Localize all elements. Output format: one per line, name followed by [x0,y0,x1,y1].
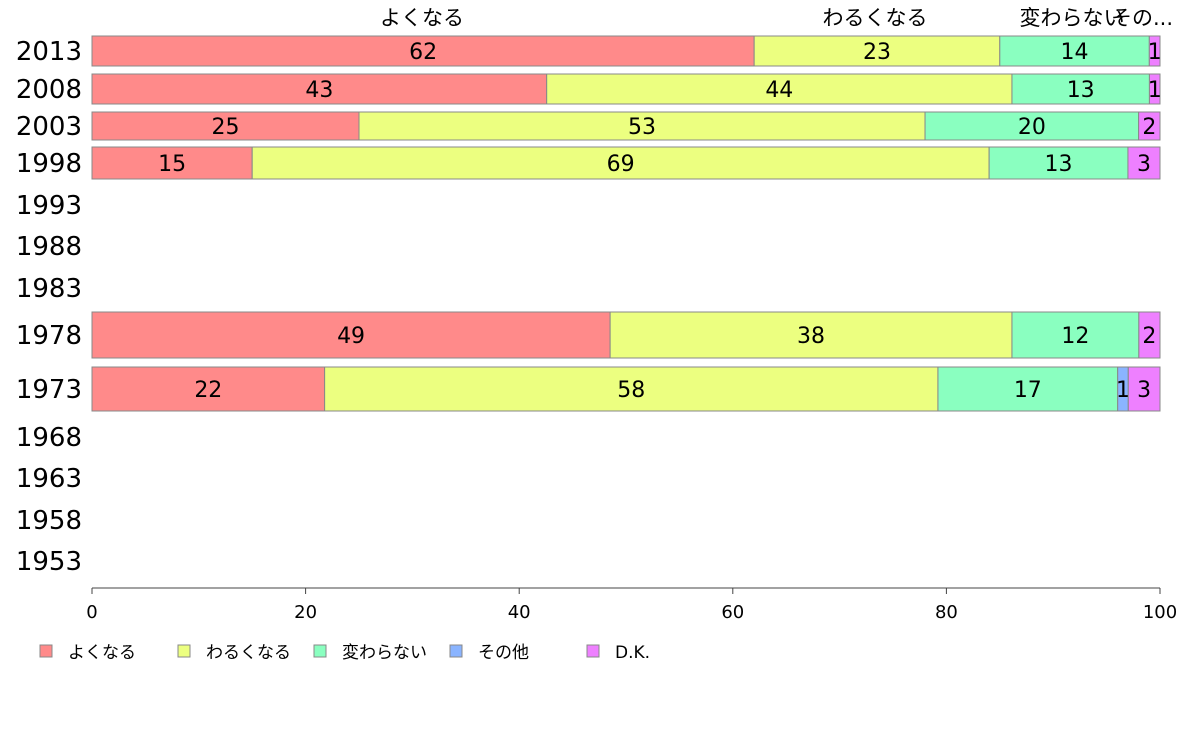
data-label: 17 [1014,378,1042,403]
bar-segment [1011,311,1140,359]
bar-segment [1138,111,1161,141]
top-series-label: 変わらない [1020,6,1125,30]
bar-segment [324,366,939,412]
x-tick-label: 80 [935,602,958,623]
category-label: 1998 [16,149,82,179]
bar-segment [91,111,360,141]
data-label: 2 [1142,324,1156,349]
bar-segment [1127,146,1161,180]
x-tick-label: 40 [508,602,531,623]
bar-segment [91,35,755,67]
category-label: 2003 [16,112,82,142]
category-label: 1953 [16,547,82,577]
data-label: 44 [765,78,793,103]
bar-segment [924,111,1140,141]
x-tick-label: 60 [721,602,744,623]
category-label: 1988 [16,232,82,262]
data-label: 13 [1067,78,1095,103]
data-label: 14 [1061,40,1089,65]
bar-segment [1138,311,1161,359]
category-label: 1993 [16,191,82,221]
data-label: 43 [305,78,333,103]
data-label: 3 [1137,378,1151,403]
legend-label: その他 [478,643,529,663]
category-label: 1968 [16,423,82,453]
legend-swatch [313,644,327,658]
bar-segment [1011,73,1150,105]
data-label: 15 [158,152,186,177]
legend-swatch [586,644,600,658]
top-series-label: よくなる [380,6,464,30]
bar-segment [753,35,1001,67]
x-tick-label: 0 [86,602,97,623]
category-label: 1958 [16,506,82,536]
data-label: 49 [337,324,365,349]
x-tick-label: 20 [294,602,317,623]
legend-swatch [177,644,191,658]
top-series-label: その... [1111,6,1173,30]
data-label: 38 [797,324,825,349]
data-label: 23 [863,40,891,65]
data-label: 22 [194,378,222,403]
data-label: 1 [1148,40,1162,65]
data-label: 58 [617,378,645,403]
legend-label: よくなる [68,643,136,663]
legend-swatch [39,644,53,658]
bar-segment [1148,35,1161,67]
x-tick-label: 100 [1143,602,1177,623]
bar-segment [1148,73,1161,105]
data-label: 1 [1148,78,1162,103]
data-label: 20 [1018,115,1046,140]
legend-label: 変わらない [342,643,427,663]
category-label: 1983 [16,274,82,304]
data-label: 62 [409,40,437,65]
top-series-label: わるくなる [823,6,928,30]
bar-segment [609,311,1013,359]
data-label: 12 [1061,324,1089,349]
data-label: 13 [1045,152,1073,177]
bar-segment [91,311,611,359]
data-label: 1 [1116,378,1130,403]
category-label: 2013 [16,37,82,67]
bar-segment [546,73,1013,105]
data-label: 3 [1137,152,1151,177]
legend-swatch [449,644,463,658]
bar-segment [251,146,990,180]
category-label: 2008 [16,75,82,105]
bar-segment [937,366,1119,412]
data-label: 53 [628,115,656,140]
data-label: 2 [1142,115,1156,140]
category-label: 1978 [16,321,82,351]
category-label: 1963 [16,464,82,494]
bar-segment [1127,366,1161,412]
bar-segment [358,111,926,141]
category-label: 1973 [16,375,82,405]
bar-segment [91,366,326,412]
data-label: 25 [212,115,240,140]
legend-label: わるくなる [206,643,291,663]
bar-segment [999,35,1150,67]
bar-segment [91,146,253,180]
legend-label: D.K. [615,643,650,663]
data-label: 69 [607,152,635,177]
